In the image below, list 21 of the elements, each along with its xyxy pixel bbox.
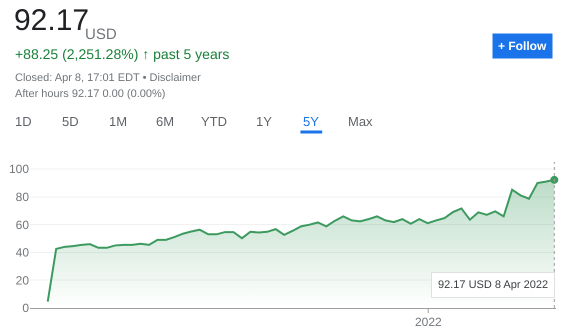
text: 1Y <box>256 114 272 129</box>
text: USD <box>85 26 117 43</box>
text: Max <box>348 114 374 129</box>
y-tick-label: 40 <box>16 246 30 260</box>
text: 2022 <box>415 315 442 329</box>
text: 5D <box>62 114 79 129</box>
text: 1D <box>15 114 32 129</box>
text: 1M <box>109 114 128 129</box>
text: After hours 92.17 0.00 (0.00%) <box>15 88 166 100</box>
y-tick-label: 0 <box>22 301 30 316</box>
text: 6M <box>156 114 174 129</box>
y-tick-label: 60 <box>16 218 30 232</box>
text: +88.25 (2,251.28%) ↑ past 5 years <box>15 46 230 62</box>
text: 5Y <box>303 114 320 129</box>
text: + Follow <box>498 39 547 53</box>
text: YTD <box>201 114 227 129</box>
text: Closed: Apr 8, 17:01 EDT • Disclaimer <box>15 72 202 84</box>
y-tick-label: 20 <box>16 273 30 288</box>
annotation: 92.17 USD 8 Apr 2022 <box>438 279 548 291</box>
y-tick-label: 100 <box>8 162 30 176</box>
y-tick-label: 80 <box>16 190 30 204</box>
